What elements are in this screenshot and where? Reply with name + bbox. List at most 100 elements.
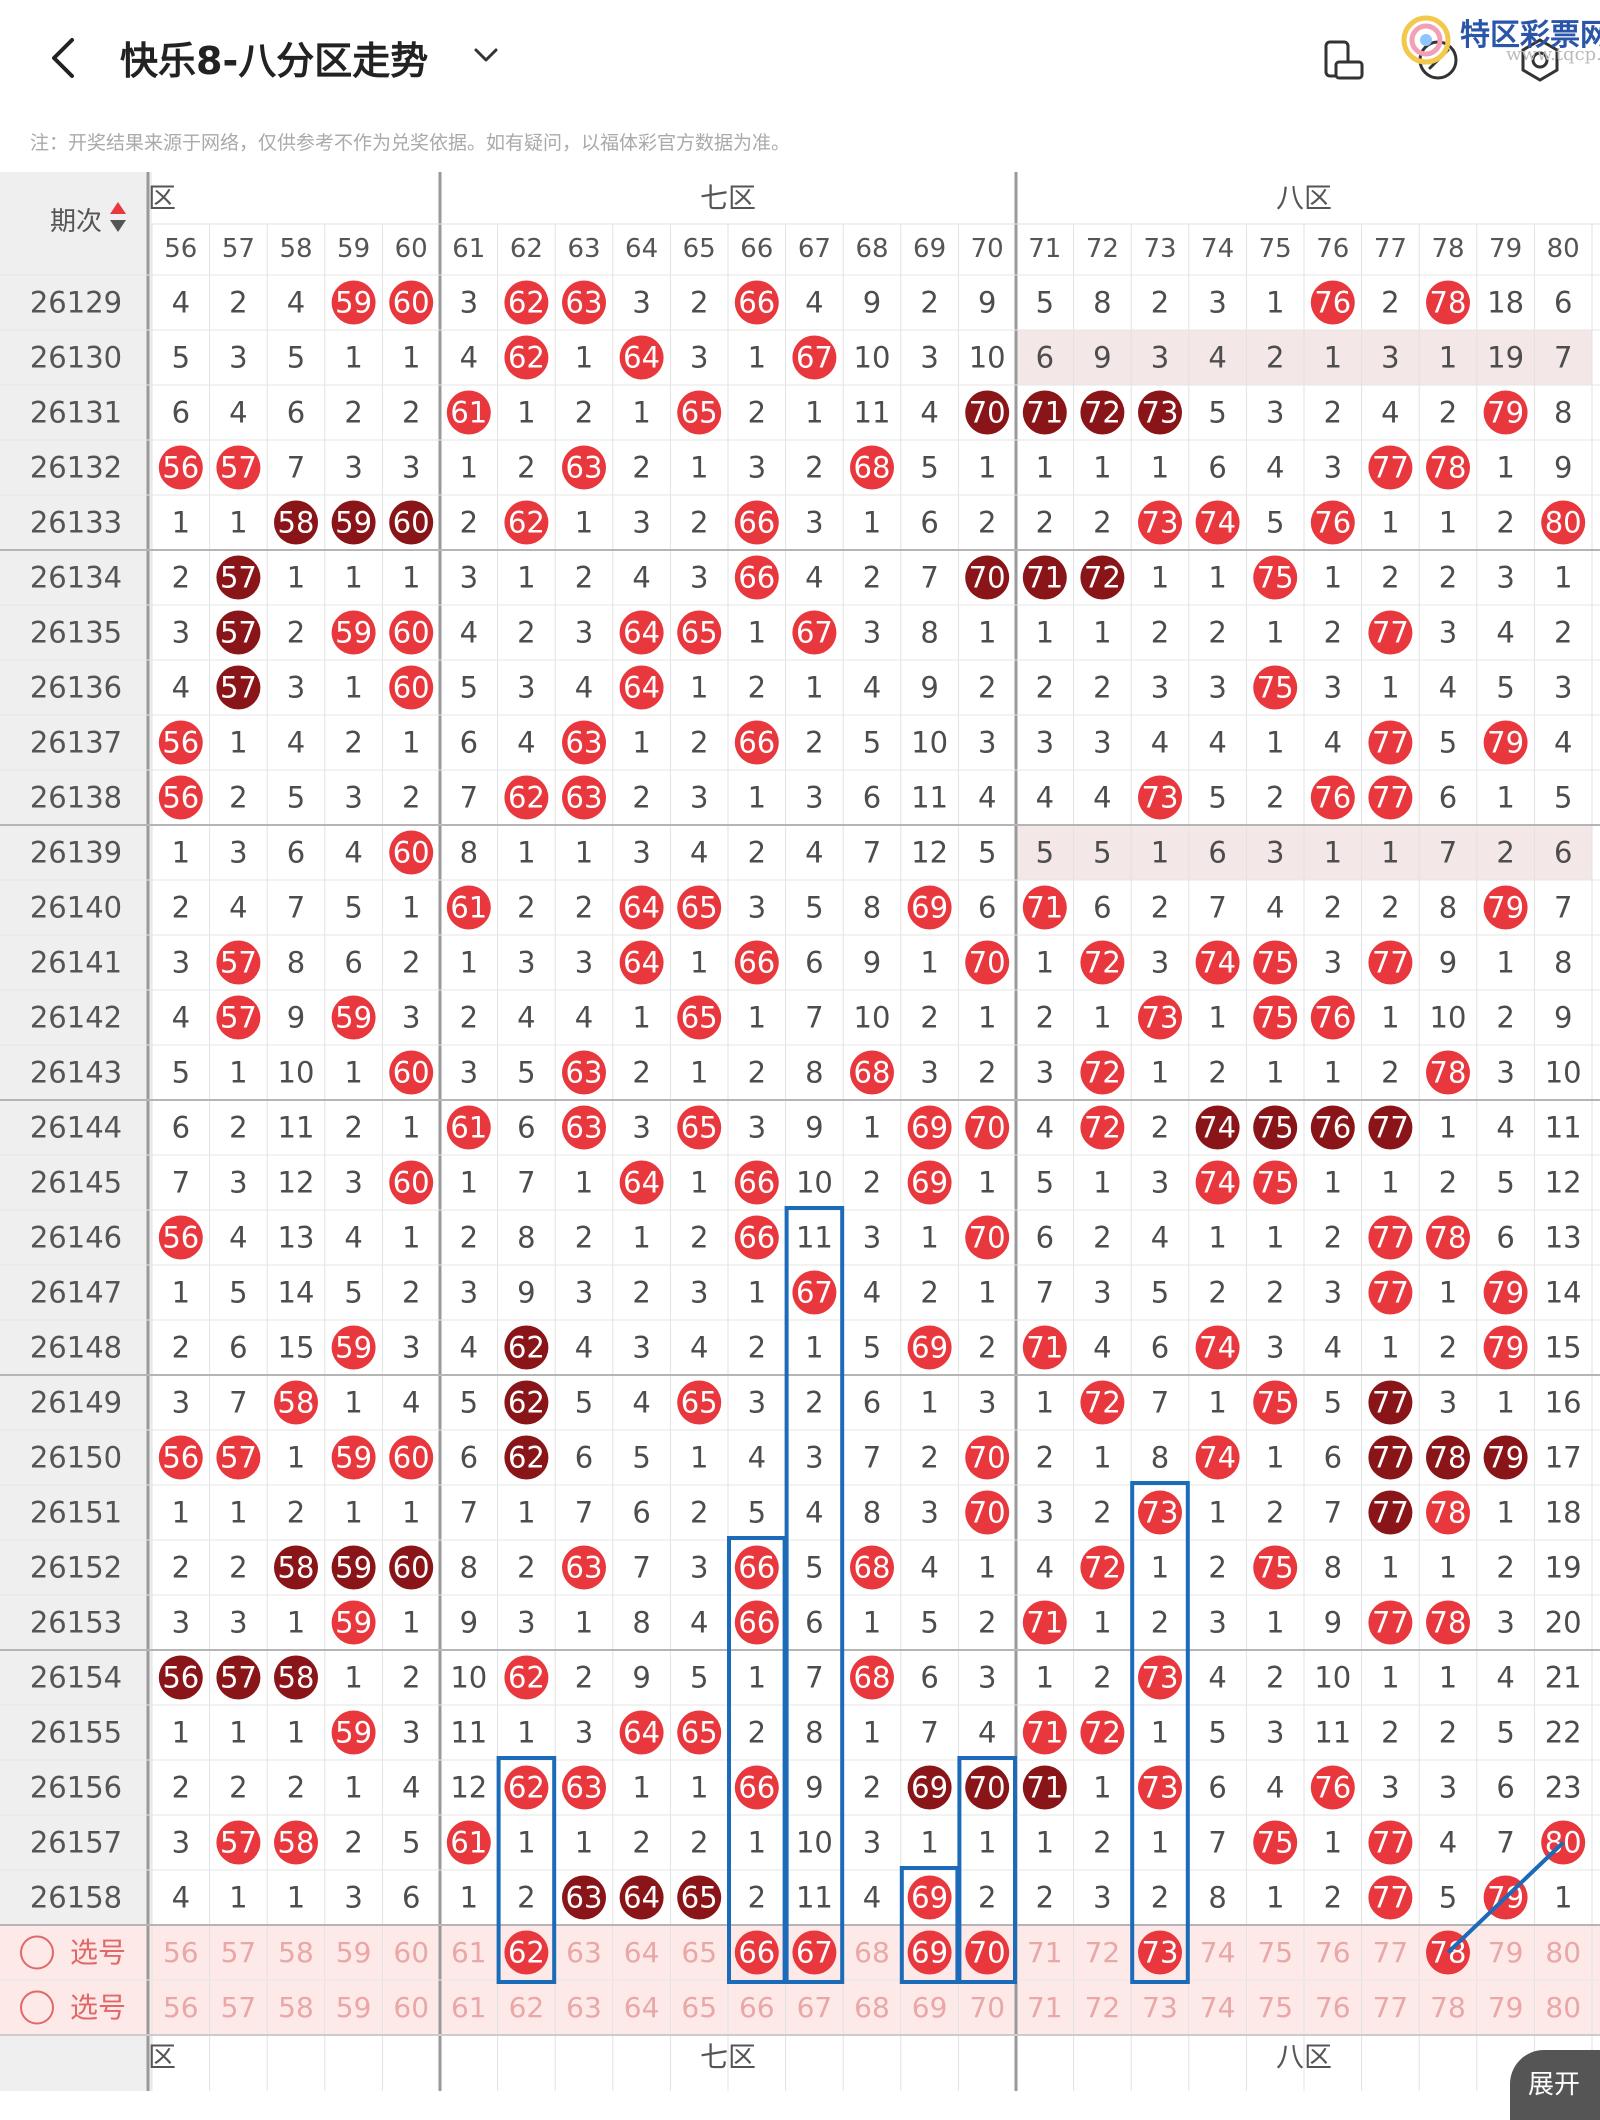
miss-count: 3 [229,341,247,375]
select-number[interactable]: 80 [1545,1991,1581,2024]
ball-number: 65 [681,1386,718,1420]
select-number[interactable]: 58 [278,1936,314,1969]
select-number[interactable]: 60 [393,1991,429,2024]
select-radio[interactable] [20,1990,54,2025]
ball-number: 79 [1487,1276,1524,1310]
select-number[interactable]: 58 [278,1991,314,2024]
select-number[interactable]: 72 [1085,1991,1121,2024]
select-number[interactable]: 80 [1545,1936,1581,1969]
select-number[interactable]: 60 [393,1936,429,1969]
miss-count: 3 [517,671,535,705]
select-number[interactable]: 63 [566,1991,602,2024]
miss-count: 4 [1036,1551,1054,1585]
miss-count: 1 [1093,1441,1111,1475]
select-number[interactable]: 75 [1257,1936,1293,1969]
ball-number: 77 [1372,1496,1409,1530]
number-ball [619,885,664,930]
select-number[interactable]: 74 [1200,1936,1236,1969]
number-ball [1368,940,1413,985]
select-number[interactable]: 71 [1027,1991,1063,2024]
select-number[interactable]: 79 [1488,1936,1524,1969]
ball-number: 61 [450,1111,487,1145]
select-number[interactable]: 73 [1142,1936,1179,1970]
selected-ball[interactable] [907,1930,952,1975]
select-number[interactable]: 57 [221,1936,257,1969]
miss-count: 6 [1439,781,1457,815]
issue-number: 26143 [30,1056,122,1090]
select-number[interactable]: 59 [336,1936,372,1969]
ball-number: 66 [738,726,775,760]
ball-number: 64 [623,1166,660,1200]
miss-count: 2 [632,1056,650,1090]
select-number[interactable]: 76 [1315,1991,1351,2024]
number-ball [1426,445,1470,490]
selected-ball[interactable] [504,1930,549,1975]
select-number[interactable]: 67 [797,1991,833,2024]
miss-count: 6 [978,891,996,925]
miss-count: 6 [1093,891,1111,925]
chevron-down-icon[interactable] [470,42,502,70]
select-number[interactable]: 68 [854,1936,890,1969]
select-number[interactable]: 66 [739,1991,775,2024]
miss-count: 3 [690,781,708,815]
select-number[interactable]: 75 [1257,1991,1293,2024]
select-number[interactable]: 65 [681,1936,717,1969]
select-number[interactable]: 68 [854,1991,890,2024]
select-number[interactable]: 65 [681,1991,717,2024]
miss-count: 15 [278,1331,315,1365]
expand-button[interactable]: 展开 [1510,2050,1600,2120]
sort-down-icon[interactable] [110,220,126,232]
miss-count: 5 [1266,506,1284,540]
select-number[interactable]: 64 [624,1991,660,2024]
select-number[interactable]: 66 [738,1936,775,1970]
miss-count: 1 [1381,671,1399,705]
ball-number: 62 [508,1331,545,1365]
select-number[interactable]: 61 [451,1936,487,1969]
select-number[interactable]: 63 [566,1936,602,1969]
ball-number: 75 [1257,1826,1294,1860]
sort-up-icon[interactable] [110,202,126,214]
miss-count: 17 [1545,1441,1582,1475]
number-ball [1138,995,1182,1040]
number-ball [677,885,722,930]
select-number[interactable]: 69 [911,1936,948,1970]
select-number[interactable]: 57 [221,1991,257,2024]
select-number[interactable]: 70 [969,1936,1006,1970]
select-number[interactable]: 56 [163,1936,199,1969]
ball-number: 74 [1199,946,1236,980]
select-number[interactable]: 72 [1085,1936,1121,1969]
settings-icon[interactable] [1516,36,1564,84]
select-number[interactable]: 64 [624,1936,660,1969]
miss-count: 4 [1324,726,1342,760]
miss-count: 3 [1554,671,1572,705]
selected-ball[interactable] [1138,1930,1182,1975]
miss-count: 1 [460,451,478,485]
select-number[interactable]: 70 [969,1991,1005,2024]
select-number[interactable]: 74 [1200,1991,1236,2024]
select-number[interactable]: 71 [1027,1936,1063,1969]
select-number[interactable]: 69 [912,1991,948,2024]
selected-ball[interactable] [965,1930,1010,1975]
select-number[interactable]: 62 [508,1936,545,1970]
select-radio[interactable] [20,1935,54,1970]
selected-ball[interactable] [734,1930,779,1975]
select-number[interactable]: 76 [1315,1936,1351,1969]
select-number[interactable]: 79 [1488,1991,1524,2024]
number-ball [389,1545,434,1590]
number-ball [504,1765,549,1810]
ball-number: 62 [508,341,545,375]
select-number[interactable]: 56 [163,1991,199,2024]
select-number[interactable]: 62 [509,1991,545,2024]
select-number[interactable]: 61 [451,1991,487,2024]
select-number[interactable]: 78 [1430,1991,1466,2024]
select-number[interactable]: 73 [1142,1991,1178,2024]
select-number[interactable]: 67 [796,1936,833,1970]
miss-count: 1 [229,1496,247,1530]
select-number[interactable]: 77 [1373,1991,1409,2024]
select-number[interactable]: 59 [336,1991,372,2024]
selected-ball[interactable] [792,1930,837,1975]
select-number[interactable]: 77 [1373,1936,1409,1969]
screen-rotate-icon[interactable] [1320,36,1368,84]
miss-count: 2 [460,506,478,540]
back-icon[interactable] [44,36,88,80]
